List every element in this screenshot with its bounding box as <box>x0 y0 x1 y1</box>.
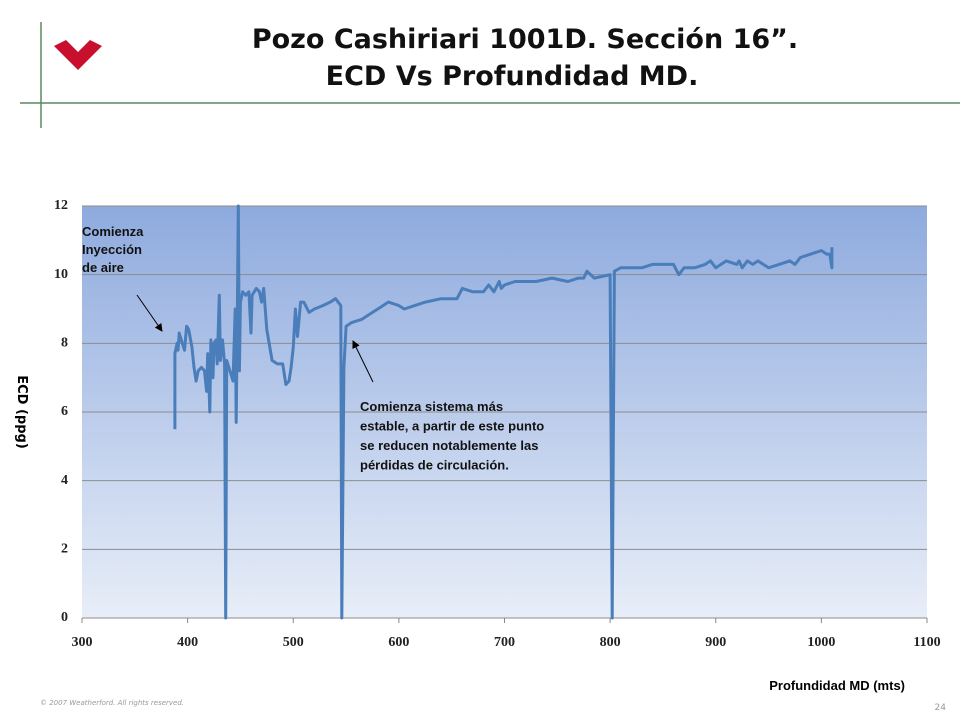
y-tick-label: 12 <box>54 198 68 213</box>
y-tick-label: 6 <box>61 404 68 419</box>
data-line <box>173 204 834 620</box>
y-axis-label: ECD (ppg) <box>14 375 29 449</box>
x-tick-label: 800 <box>600 635 621 650</box>
annotation: Inyección <box>82 242 142 257</box>
arrow <box>136 294 163 332</box>
title: ECD Vs Profundidad MD. <box>326 61 699 92</box>
x-tick-label: 1000 <box>807 635 835 650</box>
annotation: de aire <box>82 260 124 275</box>
x-tick-label: 700 <box>494 635 515 650</box>
footer: © 2007 Weatherford. All rights reserved. <box>40 699 184 707</box>
x-tick-label: 1100 <box>913 635 940 650</box>
x-axis-label: Profundidad MD (mts) <box>769 678 905 693</box>
title: Pozo Cashiriari 1001D. Sección 16”. <box>252 24 798 55</box>
annotation: estable, a partir de este punto <box>360 419 544 434</box>
page-number: 24 <box>935 703 947 713</box>
annotation: Comienza sistema más <box>360 399 503 414</box>
x-tick-label: 900 <box>705 635 726 650</box>
annotation: se reducen notablemente las <box>360 438 538 453</box>
x-tick-label: 500 <box>283 635 304 650</box>
y-tick-label: 8 <box>61 336 68 351</box>
y-tick-label: 4 <box>61 473 68 488</box>
x-tick-label: 300 <box>72 635 93 650</box>
y-tick-label: 2 <box>61 542 68 557</box>
x-tick-label: 400 <box>177 635 198 650</box>
x-tick-label: 600 <box>388 635 409 650</box>
annotation: Comienza <box>82 224 144 239</box>
y-tick-label: 10 <box>54 267 68 282</box>
logo <box>54 40 102 70</box>
y-tick-label: 0 <box>61 610 68 625</box>
annotation: pérdidas de circulación. <box>360 458 509 473</box>
arrow <box>352 340 374 383</box>
